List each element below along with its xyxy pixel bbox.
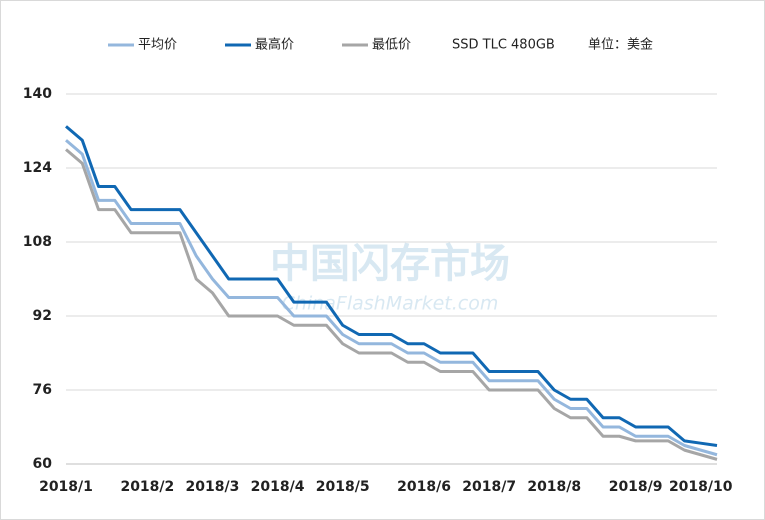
y-tick-label: 108 [23, 234, 52, 250]
legend-label: 最低价 [372, 38, 411, 53]
watermark: ChinaFlashMarket.com [282, 293, 499, 315]
series-line [65, 125, 718, 447]
y-tick-label: 76 [33, 382, 52, 398]
x-tick-label: 2018/8 [527, 479, 581, 495]
x-tick-label: 2018/4 [251, 479, 305, 495]
x-tick-label: 2018/2 [120, 479, 174, 495]
x-tick-label: 2018/5 [316, 479, 370, 495]
x-tick-label: 2018/6 [397, 479, 451, 495]
x-tick-label: 2018/3 [186, 479, 240, 495]
series-line [65, 148, 718, 461]
series-line [65, 139, 718, 457]
y-tick-label: 92 [33, 308, 52, 324]
x-tick-label: 2018/10 [669, 479, 733, 495]
annotation: SSD TLC 480GB [452, 38, 555, 53]
y-tick-label: 60 [33, 456, 53, 472]
x-tick-label: 2018/9 [609, 479, 663, 495]
legend-label: 平均价 [138, 38, 177, 53]
legend-label: 最高价 [255, 37, 294, 53]
watermark: 中国闪存市场 [270, 241, 510, 287]
x-tick-label: 2018/7 [462, 479, 516, 495]
annotation: 单位：美金 [588, 37, 653, 53]
y-tick-label: 140 [23, 86, 52, 102]
y-tick-label: 124 [23, 160, 52, 176]
x-tick-label: 2018/1 [39, 479, 93, 495]
